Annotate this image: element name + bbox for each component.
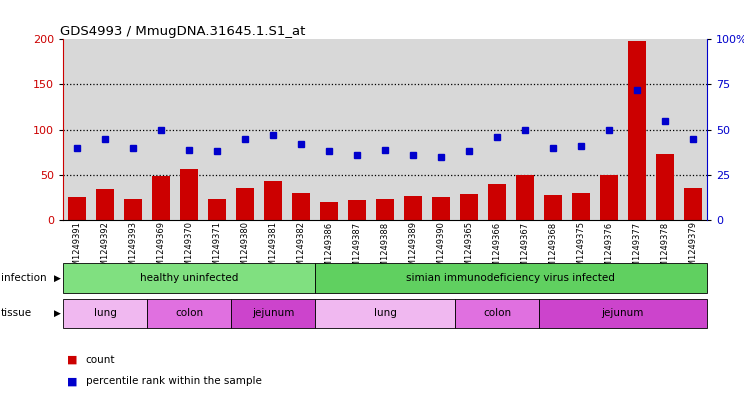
Bar [63, 299, 147, 328]
Bar [684, 187, 702, 220]
Text: ■: ■ [67, 354, 77, 365]
Text: jejunum: jejunum [252, 309, 295, 318]
Text: colon: colon [175, 309, 203, 318]
Bar [404, 196, 422, 220]
Bar [544, 195, 562, 220]
Bar [572, 193, 590, 220]
Text: ▶: ▶ [54, 309, 60, 318]
Bar [455, 299, 539, 328]
Text: ■: ■ [67, 376, 77, 386]
Bar [516, 175, 534, 220]
Text: simian immunodeficiency virus infected: simian immunodeficiency virus infected [406, 273, 615, 283]
Text: ▶: ▶ [54, 274, 60, 283]
Bar [460, 194, 478, 220]
Bar [264, 181, 282, 220]
Bar [152, 176, 170, 220]
Text: percentile rank within the sample: percentile rank within the sample [86, 376, 261, 386]
Text: GDS4993 / MmugDNA.31645.1.S1_at: GDS4993 / MmugDNA.31645.1.S1_at [60, 25, 305, 38]
Bar [236, 187, 254, 220]
Bar [208, 199, 226, 220]
Text: jejunum: jejunum [602, 309, 644, 318]
Bar [600, 175, 618, 220]
Bar [432, 197, 450, 220]
Bar [348, 200, 366, 220]
Bar [147, 299, 231, 328]
Bar [655, 154, 674, 220]
Text: colon: colon [483, 309, 511, 318]
Bar [63, 263, 315, 293]
Bar [320, 202, 339, 220]
Bar [315, 299, 455, 328]
Bar [292, 193, 310, 220]
Text: count: count [86, 354, 115, 365]
Text: lung: lung [373, 309, 397, 318]
Bar [96, 189, 115, 220]
Bar [539, 299, 707, 328]
Bar [376, 199, 394, 220]
Bar [68, 197, 86, 220]
Text: infection: infection [1, 273, 46, 283]
Bar [315, 263, 707, 293]
Bar [231, 299, 315, 328]
Bar [124, 199, 142, 220]
Text: tissue: tissue [1, 309, 32, 318]
Bar [488, 184, 506, 220]
Bar [180, 169, 198, 220]
Text: healthy uninfected: healthy uninfected [140, 273, 238, 283]
Bar [628, 41, 646, 220]
Text: lung: lung [94, 309, 117, 318]
